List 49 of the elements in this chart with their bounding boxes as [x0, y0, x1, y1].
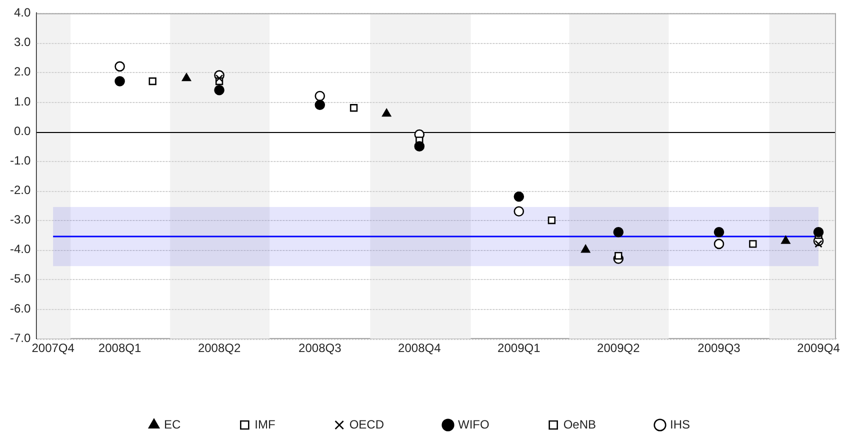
x-tick-label: 2008Q4 [398, 341, 442, 356]
y-tick-label: 4.0 [14, 6, 31, 20]
point [614, 252, 622, 260]
y-tick-label: 3.0 [14, 35, 31, 50]
y-tick-label: -5.0 [10, 272, 31, 286]
x-tick-label: 2009Q4 [797, 341, 840, 356]
point [114, 61, 125, 72]
legend-label: OeNB [563, 417, 596, 432]
x-tick-label: 2008Q1 [98, 341, 142, 356]
legend-label: EC [164, 417, 181, 432]
point [714, 226, 724, 238]
y-tick-label: -3.0 [10, 212, 31, 227]
point [182, 73, 192, 82]
point [749, 240, 757, 248]
y-tick-label: 0.0 [14, 124, 31, 138]
y-tick-label: -7.0 [10, 330, 31, 345]
y-tick-label: -4.0 [10, 242, 31, 256]
y-tick-label: -2.0 [10, 183, 31, 198]
legend-label: IHS [670, 417, 690, 432]
point [514, 191, 524, 202]
point [714, 238, 724, 250]
x-tick-label: 2007Q4 [32, 341, 75, 356]
x-tick-label: 2009Q2 [597, 341, 640, 356]
point [613, 226, 624, 238]
point [214, 84, 224, 96]
legend-label: WIFO [458, 417, 490, 432]
point [814, 240, 822, 248]
point [548, 216, 556, 224]
point [581, 244, 590, 253]
point [350, 104, 358, 112]
x-tick-label: 2009Q1 [498, 341, 541, 356]
point [114, 76, 125, 86]
x-tick-label: 2008Q2 [198, 341, 241, 356]
y-tick-label: 2.0 [14, 64, 31, 79]
point [314, 100, 326, 110]
legend-label: IMF [254, 417, 276, 432]
point [514, 206, 524, 217]
point [148, 77, 156, 86]
point [414, 141, 425, 152]
x-tick-label: 2009Q3 [698, 341, 741, 356]
y-tick-label: 1.0 [14, 94, 31, 108]
point [382, 108, 392, 117]
point [781, 236, 790, 244]
y-tick-label: -6.0 [10, 301, 31, 316]
x-tick-label: 2008Q3 [298, 341, 342, 356]
point [215, 74, 224, 82]
legend-label: OECD [349, 417, 384, 432]
point [813, 226, 824, 238]
y-tick-label: -1.0 [10, 153, 31, 168]
